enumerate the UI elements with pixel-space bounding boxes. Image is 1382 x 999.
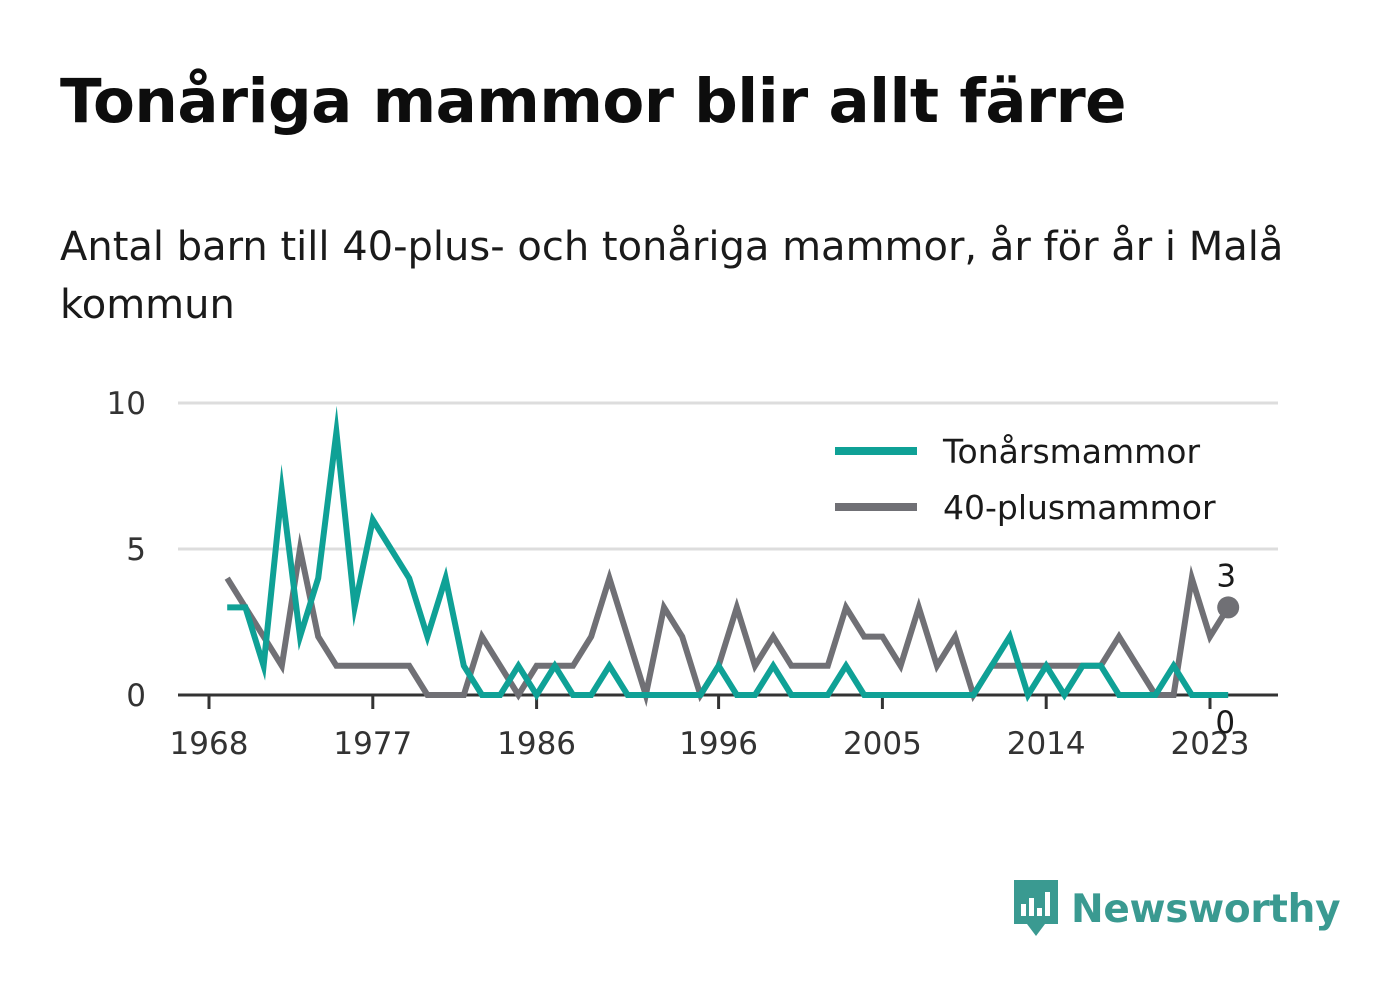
chart-title: Tonåriga mammor blir allt färre	[60, 66, 1127, 137]
end-label-40-plusmammor: 3	[1216, 558, 1236, 594]
legend: Tonårsmammor 40-plusmammor	[835, 432, 1216, 527]
y-tick-label: 0	[126, 678, 146, 714]
series-lines	[224, 405, 1231, 707]
x-axis-tick-labels: 1968 1977 1986 1996 2005 2014 2023	[170, 695, 1250, 762]
x-tick-label: 1986	[497, 726, 576, 762]
y-tick-label: 5	[126, 532, 146, 568]
chart-subtitle: Antal barn till 40-plus- och tonåriga ma…	[60, 224, 1284, 328]
x-tick-label: 2023	[1171, 726, 1250, 762]
newsworthy-brand: Newsworthy	[1011, 878, 1341, 940]
x-tick-label: 2014	[1007, 726, 1086, 762]
legend-label-40-plusmammor: 40-plusmammor	[943, 488, 1216, 527]
gridlines	[178, 401, 1278, 697]
x-tick-label: 1968	[170, 726, 249, 762]
end-markers: 30	[1215, 558, 1240, 741]
series-line-tonarsmammor	[227, 405, 1229, 703]
brand-name: Newsworthy	[1071, 886, 1341, 932]
y-axis-tick-labels: 0 5 10	[107, 386, 146, 714]
y-tick-label: 10	[107, 386, 146, 422]
x-tick-label: 1996	[679, 726, 758, 762]
x-tick-label: 2005	[843, 726, 922, 762]
newsworthy-logo-icon	[1014, 880, 1058, 936]
end-marker-40-plusmammor	[1217, 596, 1240, 619]
end-label-tonarsmammor: 0	[1215, 705, 1235, 741]
series-line-40-plusmammor	[224, 532, 1231, 707]
x-tick-label: 1977	[333, 726, 412, 762]
legend-label-tonarsmammor: Tonårsmammor	[942, 432, 1200, 471]
